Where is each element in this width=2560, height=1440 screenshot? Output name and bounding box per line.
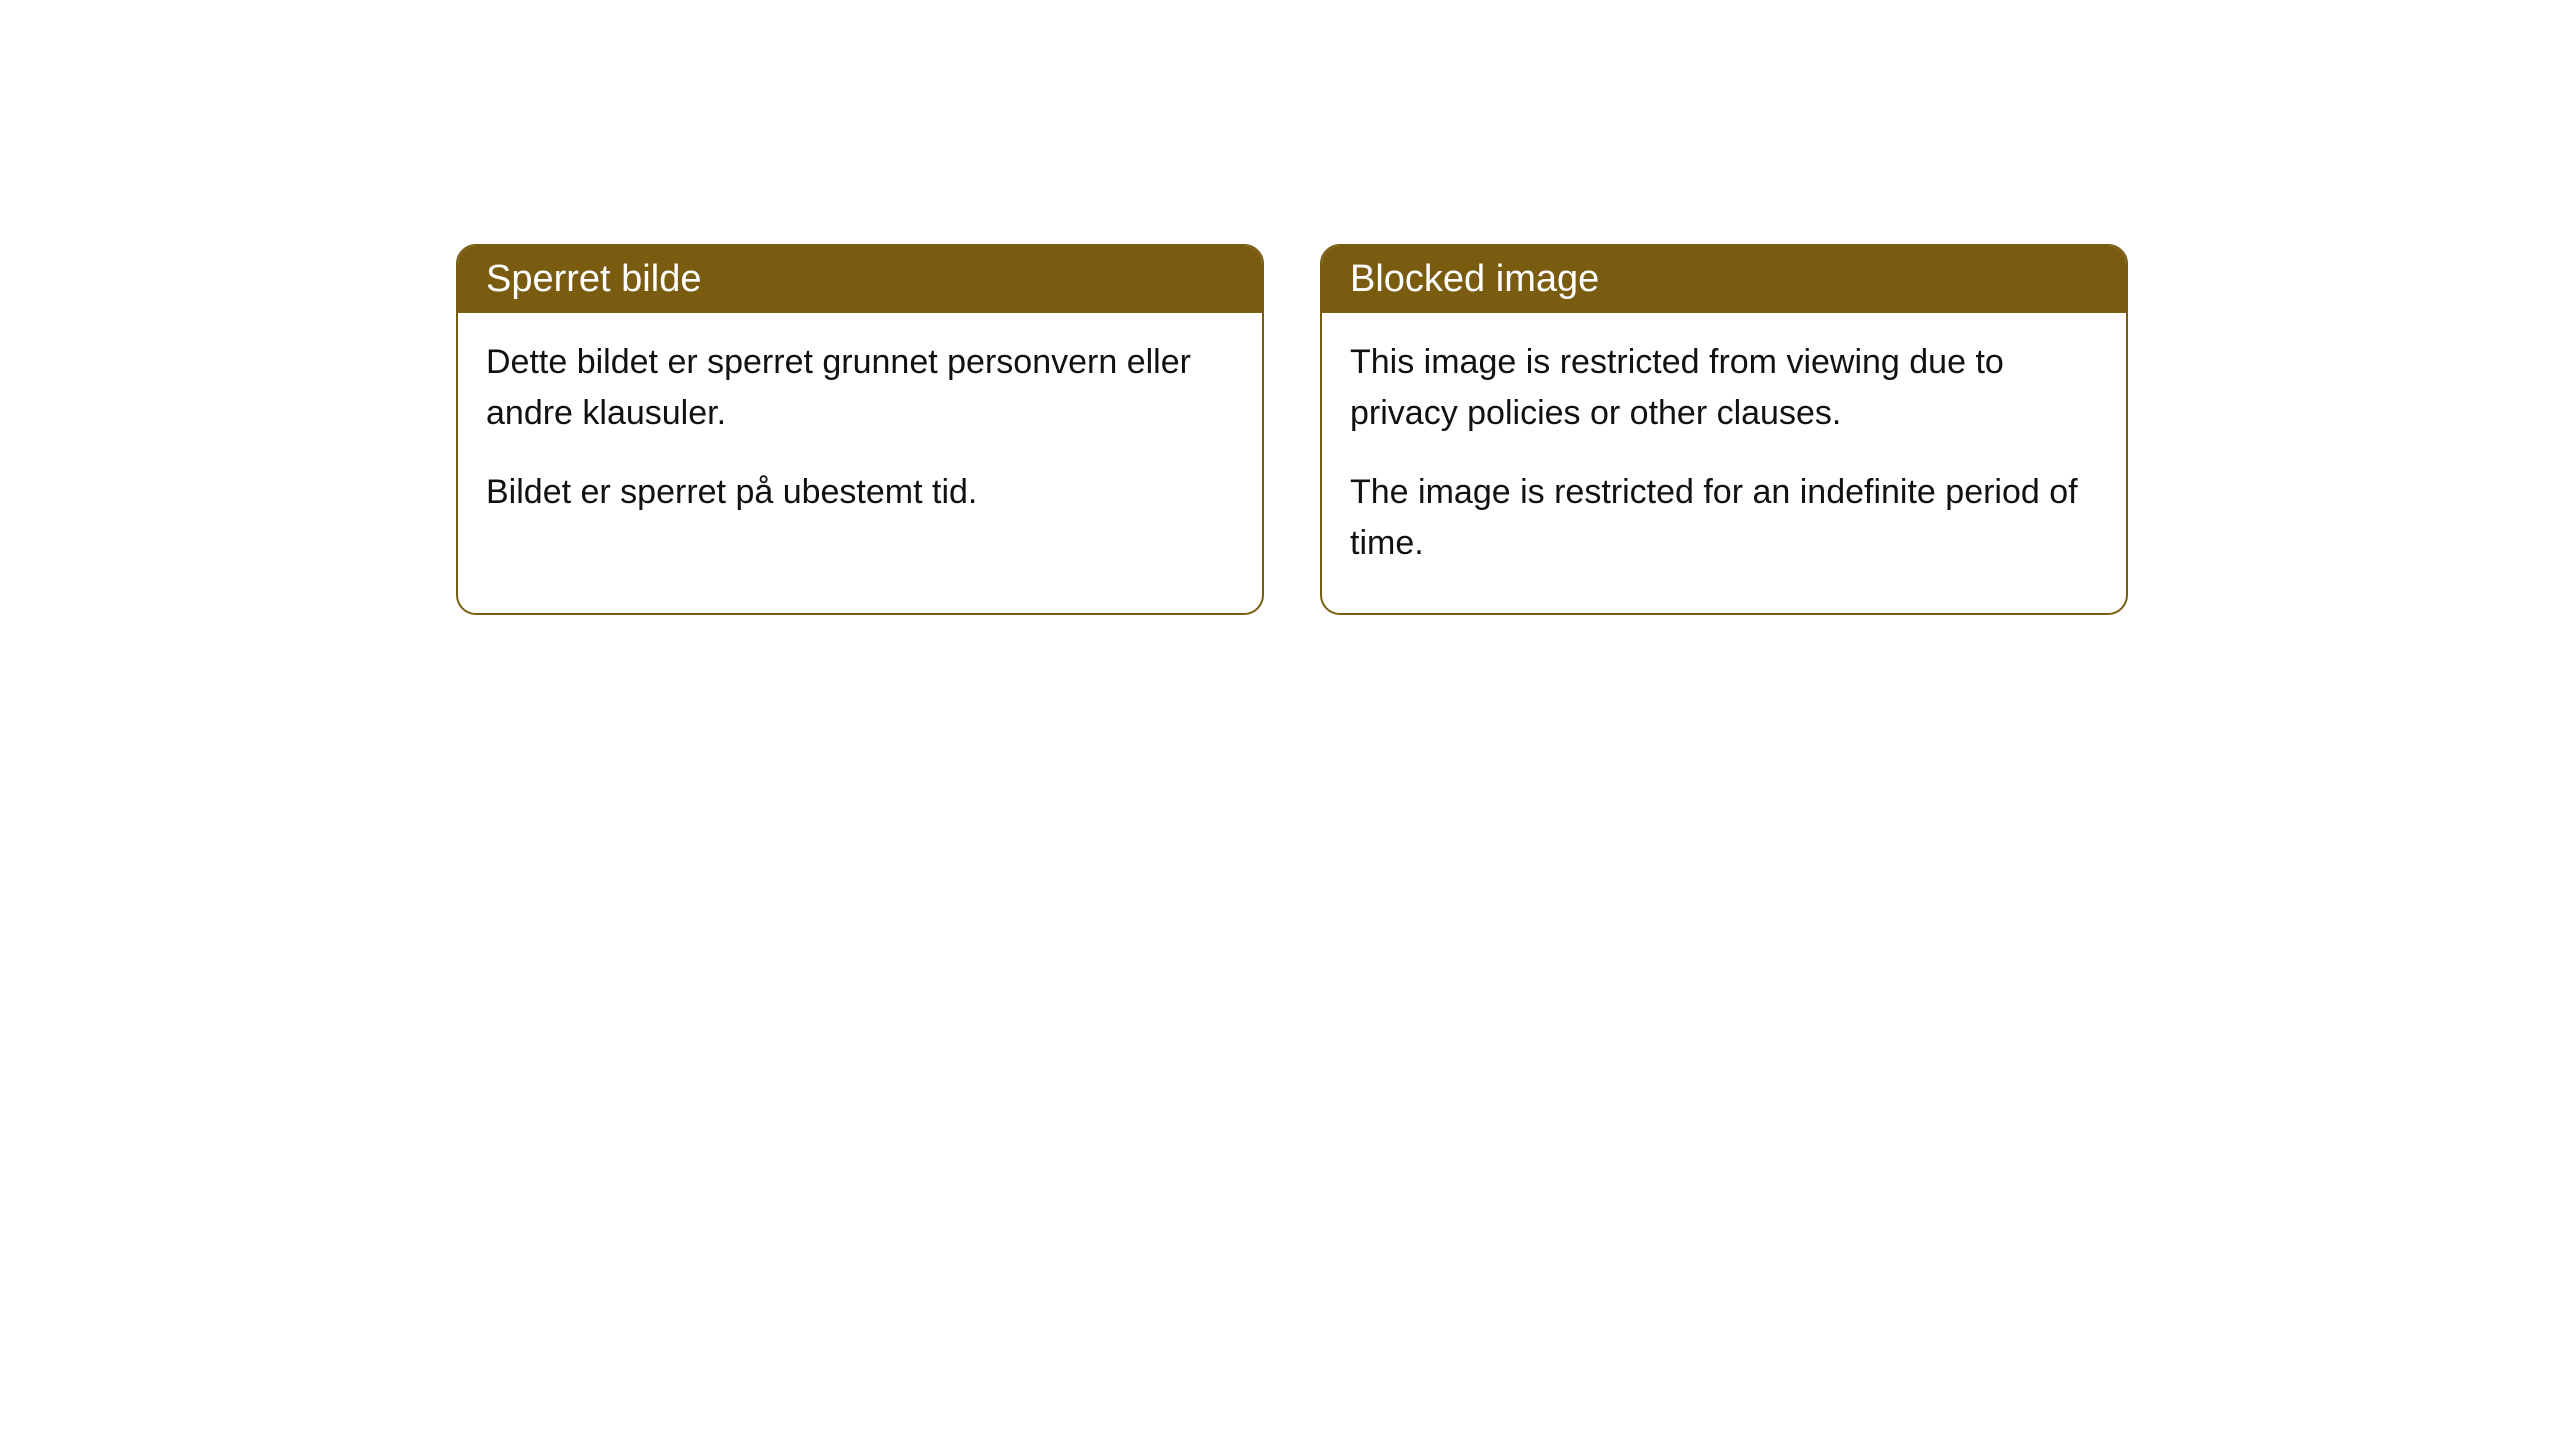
card-body: This image is restricted from viewing du… bbox=[1322, 313, 2126, 613]
card-header: Sperret bilde bbox=[458, 246, 1262, 313]
card-body: Dette bildet er sperret grunnet personve… bbox=[458, 313, 1262, 562]
card-paragraph: Bildet er sperret på ubestemt tid. bbox=[486, 467, 1234, 518]
card-paragraph: Dette bildet er sperret grunnet personve… bbox=[486, 337, 1234, 439]
notice-card-english: Blocked image This image is restricted f… bbox=[1320, 244, 2128, 615]
card-title: Blocked image bbox=[1350, 258, 1599, 300]
card-paragraph: The image is restricted for an indefinit… bbox=[1350, 467, 2098, 569]
notice-cards-container: Sperret bilde Dette bildet er sperret gr… bbox=[456, 244, 2128, 615]
card-paragraph: This image is restricted from viewing du… bbox=[1350, 337, 2098, 439]
notice-card-norwegian: Sperret bilde Dette bildet er sperret gr… bbox=[456, 244, 1264, 615]
card-header: Blocked image bbox=[1322, 246, 2126, 313]
card-title: Sperret bilde bbox=[486, 258, 701, 300]
